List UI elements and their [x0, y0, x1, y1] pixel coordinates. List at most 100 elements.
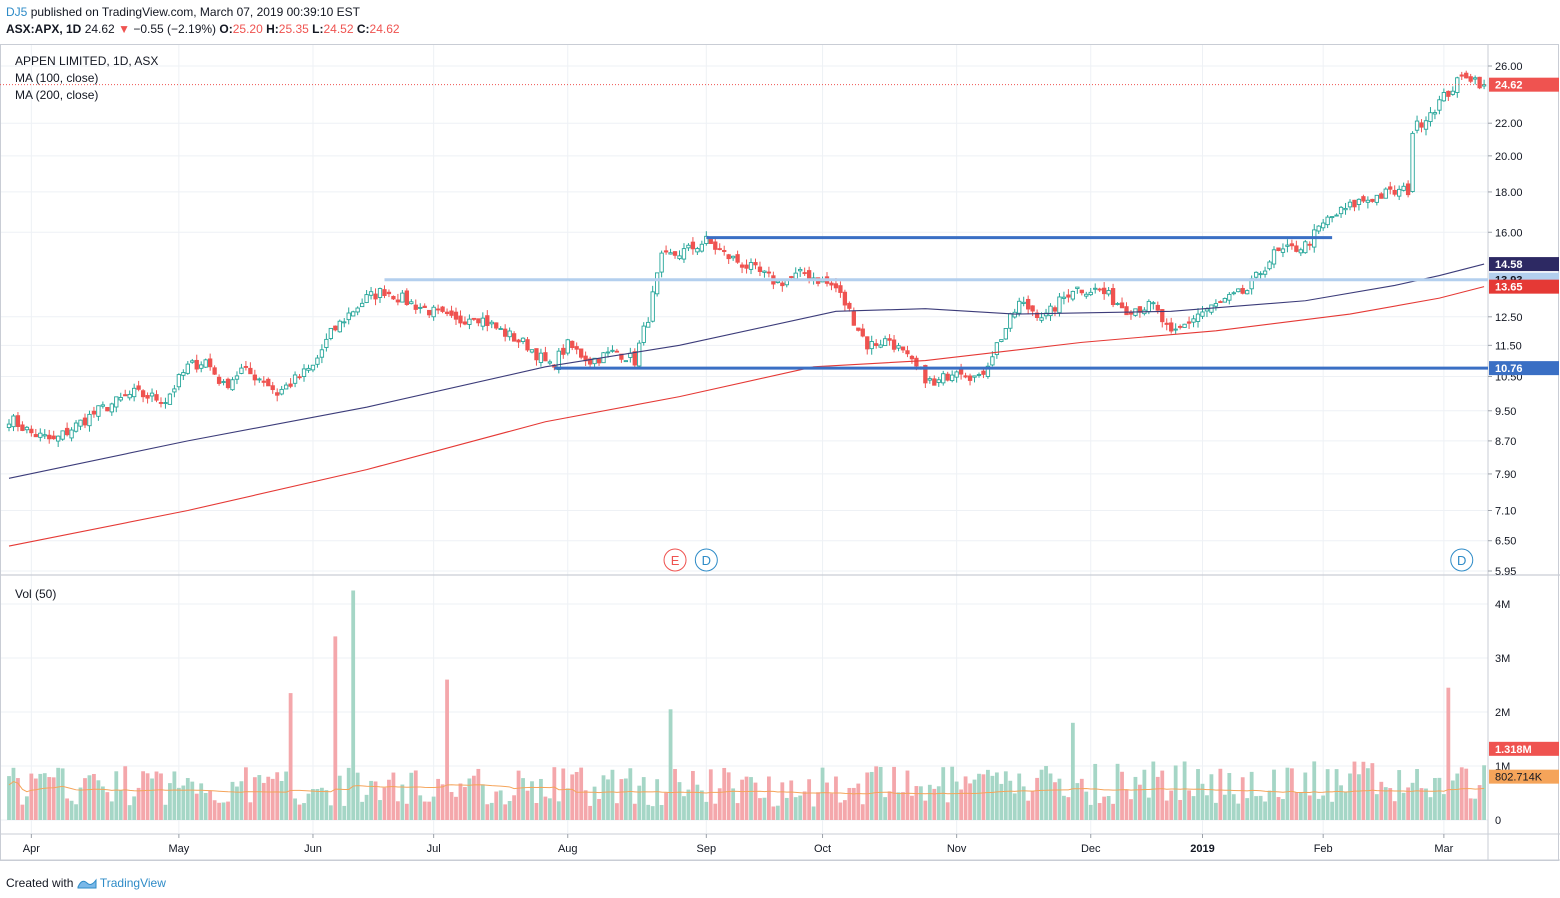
footer-brand[interactable]: TradingView	[99, 876, 166, 890]
author-link[interactable]: DJ5	[6, 5, 28, 19]
volume-bar	[168, 783, 172, 820]
candle-down	[333, 325, 338, 331]
volume-bar	[534, 802, 539, 820]
volume-bar	[489, 802, 494, 820]
candle-up	[1258, 273, 1263, 276]
volume-bar	[217, 802, 221, 820]
time-axis-label: Oct	[814, 843, 831, 855]
candle-down	[722, 249, 727, 253]
price-tick-label: 7.10	[1495, 505, 1516, 517]
volume-bar	[1312, 761, 1317, 820]
candle-down	[270, 385, 275, 391]
volume-bar	[887, 791, 892, 820]
candle-up	[38, 432, 43, 438]
candle-down	[243, 366, 249, 368]
price-tick-label: 18.00	[1495, 187, 1523, 199]
candle-down	[20, 424, 25, 431]
legend-title: APPEN LIMITED, 1D, ASX	[15, 54, 159, 68]
candle-down	[829, 282, 834, 286]
volume-bar	[413, 770, 418, 820]
volume-bar	[445, 679, 449, 820]
candle-up	[896, 345, 901, 349]
candle-down	[476, 318, 481, 324]
volume-bar	[1321, 795, 1326, 820]
volume-bar	[708, 769, 713, 820]
price-tick-label: 7.90	[1495, 469, 1516, 481]
volume-bar	[328, 805, 333, 820]
volume-bar	[1222, 794, 1227, 820]
candle-up	[1473, 77, 1478, 80]
volume-bar	[981, 774, 986, 820]
legend-ma200[interactable]: MA (200, close)	[15, 88, 99, 102]
candle-down	[1294, 245, 1299, 252]
candle-down	[1128, 312, 1134, 315]
candle-down	[958, 368, 964, 375]
candle-up	[337, 320, 342, 333]
volume-bar	[351, 590, 356, 820]
candle-up	[1146, 300, 1152, 313]
volume-bar	[1070, 722, 1075, 820]
candle-up	[73, 422, 79, 432]
candle-up	[681, 248, 687, 260]
volume-ma-badge	[1489, 769, 1559, 784]
volume-bar	[623, 778, 628, 820]
candle-up	[1061, 296, 1067, 299]
candle-up	[507, 330, 512, 338]
volume-bar	[346, 767, 351, 820]
candle-up	[377, 288, 383, 298]
candle-up	[431, 306, 436, 318]
candle-up	[1329, 216, 1335, 219]
candle-down	[435, 308, 441, 311]
volume-bar	[436, 778, 441, 820]
volume-bar	[382, 787, 387, 820]
candle-down	[288, 383, 293, 387]
candle-down	[266, 378, 271, 387]
volume-bar	[753, 782, 758, 820]
volume-bar	[1424, 788, 1428, 820]
candle-up	[172, 388, 177, 393]
candle-up	[1267, 261, 1272, 270]
candle-up	[954, 371, 959, 378]
volume-tick-label: 2M	[1495, 707, 1510, 719]
legend-ma100[interactable]: MA (100, close)	[15, 71, 99, 85]
candle-up	[310, 364, 316, 371]
candle-up	[695, 248, 700, 253]
volume-bar	[422, 801, 427, 820]
candle-up	[230, 379, 235, 391]
tradingview-logo-icon	[77, 878, 97, 889]
open-value: 25.20	[232, 22, 263, 36]
candle-down	[261, 380, 266, 383]
candle-up	[351, 311, 356, 317]
volume-bar	[355, 772, 360, 820]
volume-bar	[1482, 765, 1486, 820]
volume-tick-label: 3M	[1495, 653, 1510, 665]
volume-bar	[127, 805, 132, 820]
volume-bar	[261, 782, 266, 820]
volume-bar	[606, 779, 610, 820]
candle-down	[516, 339, 521, 343]
candle-up	[1084, 293, 1089, 297]
volume-bar	[1289, 768, 1294, 820]
candle-down	[404, 290, 409, 305]
volume-bar	[758, 798, 762, 820]
volume-bar	[740, 779, 744, 820]
volume-bar	[1088, 804, 1093, 820]
legend-volume[interactable]: Vol (50)	[15, 587, 57, 601]
price-tick-label: 22.00	[1495, 118, 1523, 130]
volume-bar	[404, 803, 409, 820]
candle-up	[1236, 288, 1241, 293]
volume-bar	[910, 795, 914, 820]
candle-up	[60, 430, 65, 440]
volume-bar	[668, 709, 673, 820]
volume-bar	[315, 789, 320, 820]
volume-bar	[1401, 792, 1406, 820]
volume-bar	[1285, 767, 1290, 820]
volume-bar	[288, 693, 293, 820]
candle-up	[1334, 214, 1339, 217]
volume-bar	[226, 801, 230, 820]
candle-up	[199, 364, 204, 369]
volume-bar	[896, 792, 901, 820]
volume-bar	[409, 772, 414, 820]
candle-up	[686, 244, 691, 249]
